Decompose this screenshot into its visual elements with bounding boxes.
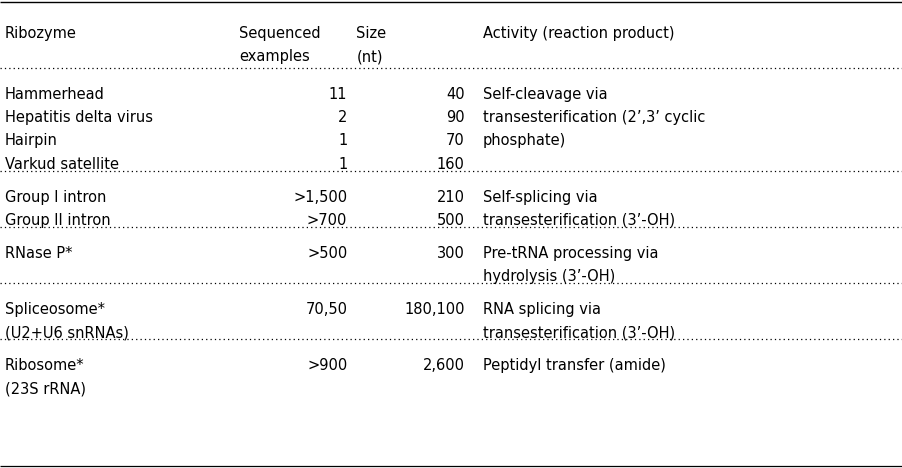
Text: Ribosome*: Ribosome*: [5, 358, 84, 373]
Text: 70,50: 70,50: [305, 302, 347, 317]
Text: transesterification (2’,3’ cyclic: transesterification (2’,3’ cyclic: [483, 110, 705, 125]
Text: 70: 70: [446, 133, 465, 148]
Text: Activity (reaction product): Activity (reaction product): [483, 26, 674, 41]
Text: >900: >900: [307, 358, 347, 373]
Text: Size: Size: [356, 26, 386, 41]
Text: hydrolysis (3’-OH): hydrolysis (3’-OH): [483, 269, 615, 284]
Text: Hammerhead: Hammerhead: [5, 87, 105, 102]
Text: examples: examples: [239, 49, 309, 64]
Text: transesterification (3’-OH): transesterification (3’-OH): [483, 213, 675, 228]
Text: 160: 160: [437, 157, 465, 172]
Text: RNase P*: RNase P*: [5, 246, 72, 261]
Text: Hepatitis delta virus: Hepatitis delta virus: [5, 110, 152, 125]
Text: 300: 300: [437, 246, 465, 261]
Text: 11: 11: [328, 87, 347, 102]
Text: Varkud satellite: Varkud satellite: [5, 157, 118, 172]
Text: transesterification (3’-OH): transesterification (3’-OH): [483, 325, 675, 340]
Text: phosphate): phosphate): [483, 133, 566, 148]
Text: (23S rRNA): (23S rRNA): [5, 381, 86, 396]
Text: >700: >700: [307, 213, 347, 228]
Text: Spliceosome*: Spliceosome*: [5, 302, 105, 317]
Text: 1: 1: [338, 133, 347, 148]
Text: RNA splicing via: RNA splicing via: [483, 302, 601, 317]
Text: 210: 210: [437, 190, 465, 205]
Text: (U2+U6 snRNAs): (U2+U6 snRNAs): [5, 325, 128, 340]
Text: Peptidyl transfer (amide): Peptidyl transfer (amide): [483, 358, 666, 373]
Text: Group I intron: Group I intron: [5, 190, 106, 205]
Text: Hairpin: Hairpin: [5, 133, 58, 148]
Text: Ribozyme: Ribozyme: [5, 26, 77, 41]
Text: >1,500: >1,500: [293, 190, 347, 205]
Text: Group II intron: Group II intron: [5, 213, 110, 228]
Text: 180,100: 180,100: [404, 302, 465, 317]
Text: >500: >500: [307, 246, 347, 261]
Text: 1: 1: [338, 157, 347, 172]
Text: Self-cleavage via: Self-cleavage via: [483, 87, 607, 102]
Text: Self-splicing via: Self-splicing via: [483, 190, 597, 205]
Text: 2,600: 2,600: [422, 358, 465, 373]
Text: 500: 500: [437, 213, 465, 228]
Text: Pre-tRNA processing via: Pre-tRNA processing via: [483, 246, 658, 261]
Text: 90: 90: [446, 110, 465, 125]
Text: Sequenced: Sequenced: [239, 26, 320, 41]
Text: 2: 2: [338, 110, 347, 125]
Text: 40: 40: [446, 87, 465, 102]
Text: (nt): (nt): [356, 49, 382, 64]
